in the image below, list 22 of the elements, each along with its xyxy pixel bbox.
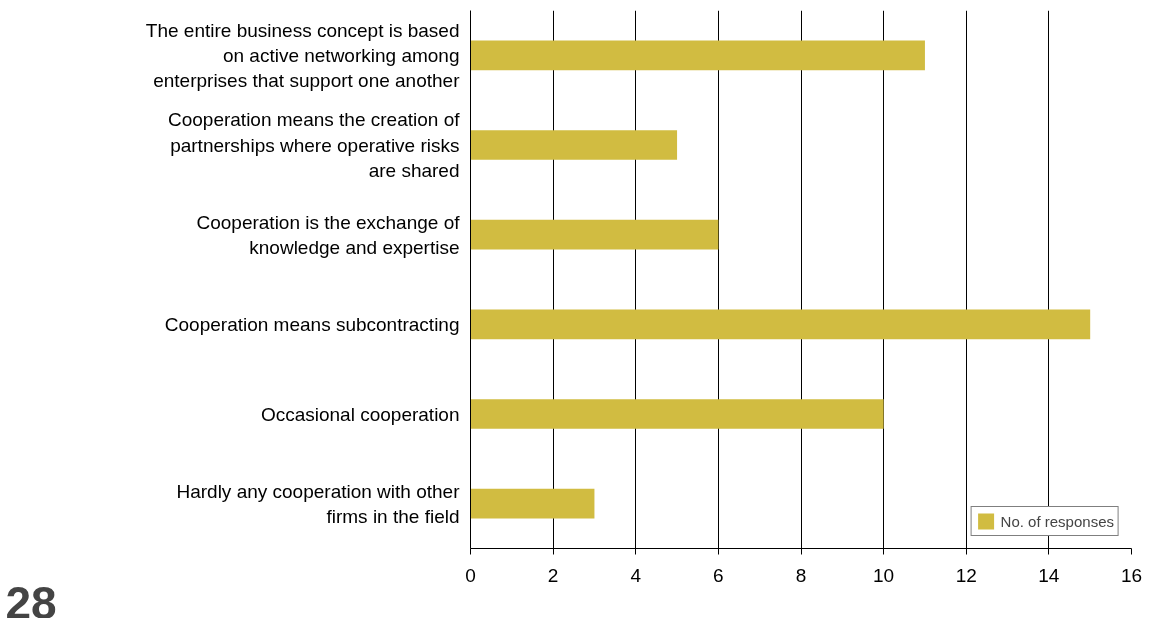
x-tick-label: 10 xyxy=(873,564,895,586)
x-tick-label: 12 xyxy=(955,564,977,586)
bar xyxy=(470,130,678,160)
x-tick-label: 8 xyxy=(795,564,807,586)
y-tick-label: Cooperation means subcontracting xyxy=(164,313,460,335)
bar xyxy=(470,40,925,71)
x-tick-label: 16 xyxy=(1120,564,1143,586)
x-tick-label: 0 xyxy=(465,564,476,586)
x-tick-label: 4 xyxy=(630,564,642,586)
y-tick-label: The entire business concept is based on active networking among enterprises that support one another xyxy=(145,19,461,92)
legend-label: No. of responses xyxy=(1000,512,1114,530)
x-tick-label: 2 xyxy=(547,564,559,586)
x-tick-label: 14 xyxy=(1038,564,1060,586)
bar xyxy=(470,219,719,250)
bar xyxy=(470,309,1091,340)
y-tick-label: Hardly any cooperation with other firms in the field xyxy=(176,480,461,527)
bar xyxy=(470,399,884,429)
bar xyxy=(470,488,595,519)
y-tick-label: Occasional cooperation xyxy=(260,403,460,425)
y-tick-label: Cooperation is the exchange of knowledge and expertise xyxy=(196,211,461,258)
x-tick-label: 6 xyxy=(713,564,724,586)
y-tick-label: Cooperation means the creation of partnerships where operative risks are shared xyxy=(167,109,461,181)
